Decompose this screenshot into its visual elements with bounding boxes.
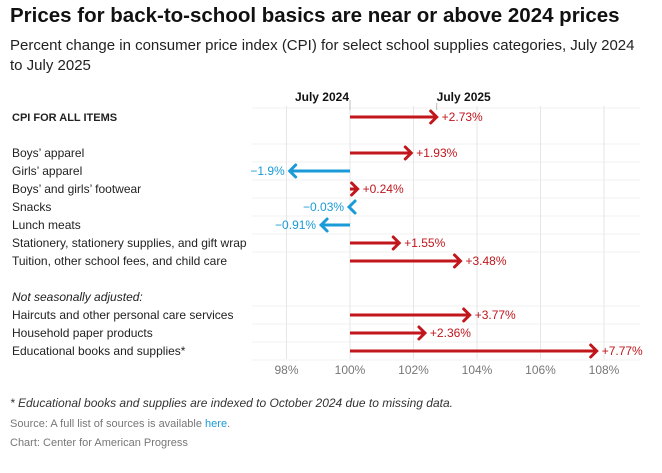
value-label: +3.77% <box>475 308 516 322</box>
source-text: Source: A full list of sources is availa… <box>10 418 206 430</box>
value-label: −0.91% <box>275 218 316 232</box>
row-label: Tuition, other school fees, and child ca… <box>12 254 227 268</box>
arrow-head <box>346 199 357 215</box>
chart-credit: Chart: Center for American Progress <box>10 437 188 449</box>
arrow-head <box>462 307 472 323</box>
row-label: Girls’ apparel <box>12 164 82 178</box>
row-label: Haircuts and other personal care service… <box>12 308 233 322</box>
arrow-head <box>287 163 298 179</box>
row-label: Household paper products <box>12 326 153 340</box>
arrow-head <box>417 325 428 341</box>
x-tick-label: 104% <box>462 363 493 377</box>
arrow-head <box>318 217 329 233</box>
value-label: +7.77% <box>602 344 643 358</box>
source-link[interactable]: here <box>205 418 228 430</box>
value-label: +2.73% <box>442 110 483 124</box>
value-label: −0.03% <box>303 200 344 214</box>
row-label: Not seasonally adjusted: <box>12 290 143 304</box>
chart-subtitle: Percent change in consumer price index (… <box>10 37 635 74</box>
value-label: +2.36% <box>430 326 471 340</box>
x-tick-label: 100% <box>335 363 366 377</box>
source-line: Source: A full list of sources is availa… <box>10 418 230 430</box>
row-label: Educational books and supplies* <box>12 344 186 358</box>
value-label: +3.48% <box>465 254 506 268</box>
source-suffix: . <box>227 418 231 430</box>
arrow-head <box>403 145 414 161</box>
x-tick-label: 98% <box>274 363 298 377</box>
x-tick-label: 106% <box>525 363 556 377</box>
row-label: Boys’ and girls’ footwear <box>12 182 141 196</box>
arrow-head <box>350 181 360 197</box>
end-label: July 2025 <box>437 90 491 104</box>
arrow-head <box>452 253 463 269</box>
value-label: +1.93% <box>416 146 457 160</box>
value-label: −1.9% <box>250 164 285 178</box>
arrow-head <box>429 109 439 125</box>
chart-title: Prices for back-to-school basics are nea… <box>10 4 620 27</box>
baseline-label: July 2024 <box>295 90 349 104</box>
arrow-head <box>391 235 402 251</box>
arrow-head <box>589 343 599 359</box>
x-tick-label: 102% <box>398 363 429 377</box>
x-tick-label: 108% <box>589 363 620 377</box>
value-label: +0.24% <box>363 182 404 196</box>
row-label: Lunch meats <box>12 218 81 232</box>
value-label: +1.55% <box>404 236 445 250</box>
row-label: CPI FOR ALL ITEMS <box>12 112 117 124</box>
row-label: Snacks <box>12 200 51 214</box>
footnote: * Educational books and supplies are ind… <box>10 396 453 410</box>
row-label: Stationery, stationery supplies, and gif… <box>12 236 247 250</box>
arrow-chart: 98% 100% 102% 104% 106% 108% July 2024 July 202… <box>12 90 643 377</box>
row-label: Boys’ apparel <box>12 146 84 160</box>
